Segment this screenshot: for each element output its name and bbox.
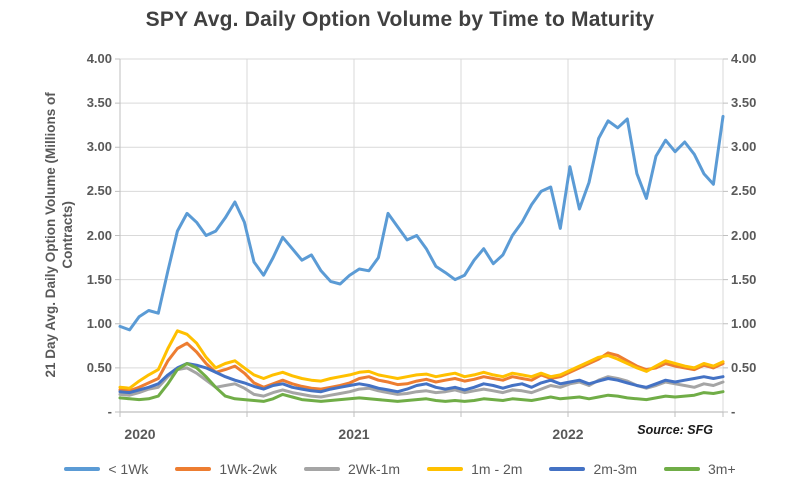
series-line-1wk-2wk (118, 341, 725, 393)
series-line-3m- (118, 362, 725, 403)
y-tick-label-right: - (731, 404, 736, 419)
series-line-1m-2m (118, 329, 725, 390)
legend-label: 3m+ (708, 461, 736, 477)
x-year-label: 2022 (552, 426, 584, 442)
legend-label: 2m-3m (593, 461, 638, 477)
source-note: Source: SFG (637, 423, 713, 437)
y-tick-label-right: 3.00 (731, 139, 757, 155)
x-year-label: 2020 (124, 426, 156, 442)
legend-swatch (175, 466, 212, 472)
y-tick-label-left: 3.00 (86, 139, 112, 155)
y-tick-label-left: - (107, 404, 112, 419)
y-tick-label-right: 2.50 (731, 183, 757, 199)
x-year-label: 2021 (338, 426, 370, 442)
legend-label: 1m - 2m (471, 461, 523, 477)
series-line-2wk-1m (118, 366, 725, 399)
legend-item-1wk-2wk: 1Wk-2wk (175, 461, 277, 477)
legend-label: 2Wk-1m (347, 461, 401, 477)
y-tick-label-left: 1.50 (86, 271, 112, 287)
legend-item-2wk-1m: 2Wk-1m (303, 461, 401, 477)
y-tick-label-left: 4.00 (86, 51, 112, 66)
y-tick-label-left: 3.50 (86, 95, 112, 111)
y-tick-label-right: 0.50 (731, 359, 757, 375)
y-tick-label-right: 1.50 (731, 271, 757, 287)
y-tick-label-left: 2.50 (86, 183, 112, 199)
y-tick-label-left: 2.00 (86, 227, 112, 243)
chart-title: SPY Avg. Daily Option Volume by Time to … (145, 8, 655, 31)
y-tick-label-left: 0.50 (86, 359, 112, 375)
y-tick-label-right: 4.00 (731, 51, 757, 66)
y-tick-label-right: 2.00 (731, 227, 757, 243)
legend-swatch (664, 466, 701, 472)
legend-item-2m-3m: 2m-3m (549, 461, 637, 477)
legend: < 1Wk 1Wk-2wk 2Wk-1m 1m - 2m 2m-3m 3m+ (0, 461, 800, 477)
legend-swatch (64, 466, 101, 472)
legend-swatch (427, 466, 464, 472)
y-tick-label-left: 1.00 (86, 315, 112, 331)
legend-swatch (303, 466, 340, 472)
y-tick-label-right: 3.50 (731, 95, 757, 111)
legend-label: 1Wk-2wk (219, 461, 277, 477)
series-line--1wk (118, 114, 725, 332)
y-tick-label-right: 1.00 (731, 315, 757, 331)
legend-item--1wk: < 1Wk (64, 461, 148, 477)
series-line-2m-3m (118, 362, 725, 395)
legend-label: < 1Wk (108, 461, 149, 477)
legend-item-1m-2m: 1m - 2m (427, 461, 522, 477)
legend-item-3m-: 3m+ (664, 461, 736, 477)
legend-swatch (549, 466, 586, 472)
